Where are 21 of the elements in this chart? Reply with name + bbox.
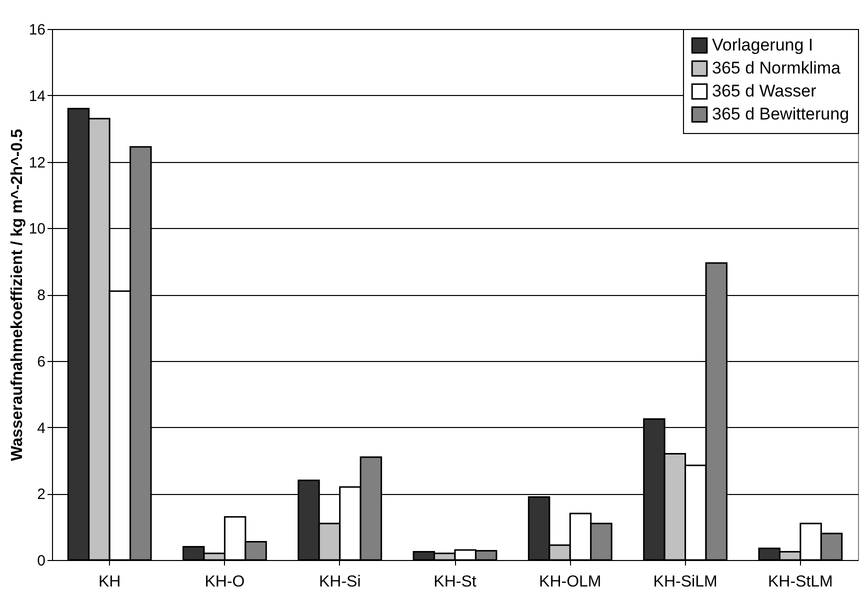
x-tick-label: KH-OLM [539, 574, 602, 590]
legend-label: 365 d Bewitterung [712, 104, 850, 124]
y-tick-label: 2 [37, 486, 46, 504]
x-tick-label: KH-St [434, 574, 477, 590]
y-tick-label: 12 [28, 154, 46, 172]
y-tick-label: 10 [28, 220, 46, 238]
x-tick-label: KH [98, 574, 121, 590]
legend-label: 365 d Normklima [712, 58, 842, 78]
y-tick-label: 6 [37, 353, 46, 370]
y-axis-title: Wasseraufnahmekoeffizient / kg m^-2h^-0.5 [8, 128, 26, 461]
y-tick-label: 0 [37, 552, 46, 570]
x-tick-label: KH-O [204, 574, 245, 590]
x-tick-label: KH-SiLM [653, 574, 718, 590]
y-tick-label: 16 [28, 22, 46, 38]
y-tick-label: 4 [37, 420, 46, 437]
x-tick-label: KH-StLM [768, 574, 833, 590]
x-tick-label: KH-Si [318, 574, 361, 590]
y-tick-label: 8 [37, 287, 46, 304]
legend-label: 365 d Wasser [712, 82, 817, 100]
legend-label: Vorlagerung I [712, 36, 814, 54]
y-tick-label: 14 [28, 88, 46, 105]
